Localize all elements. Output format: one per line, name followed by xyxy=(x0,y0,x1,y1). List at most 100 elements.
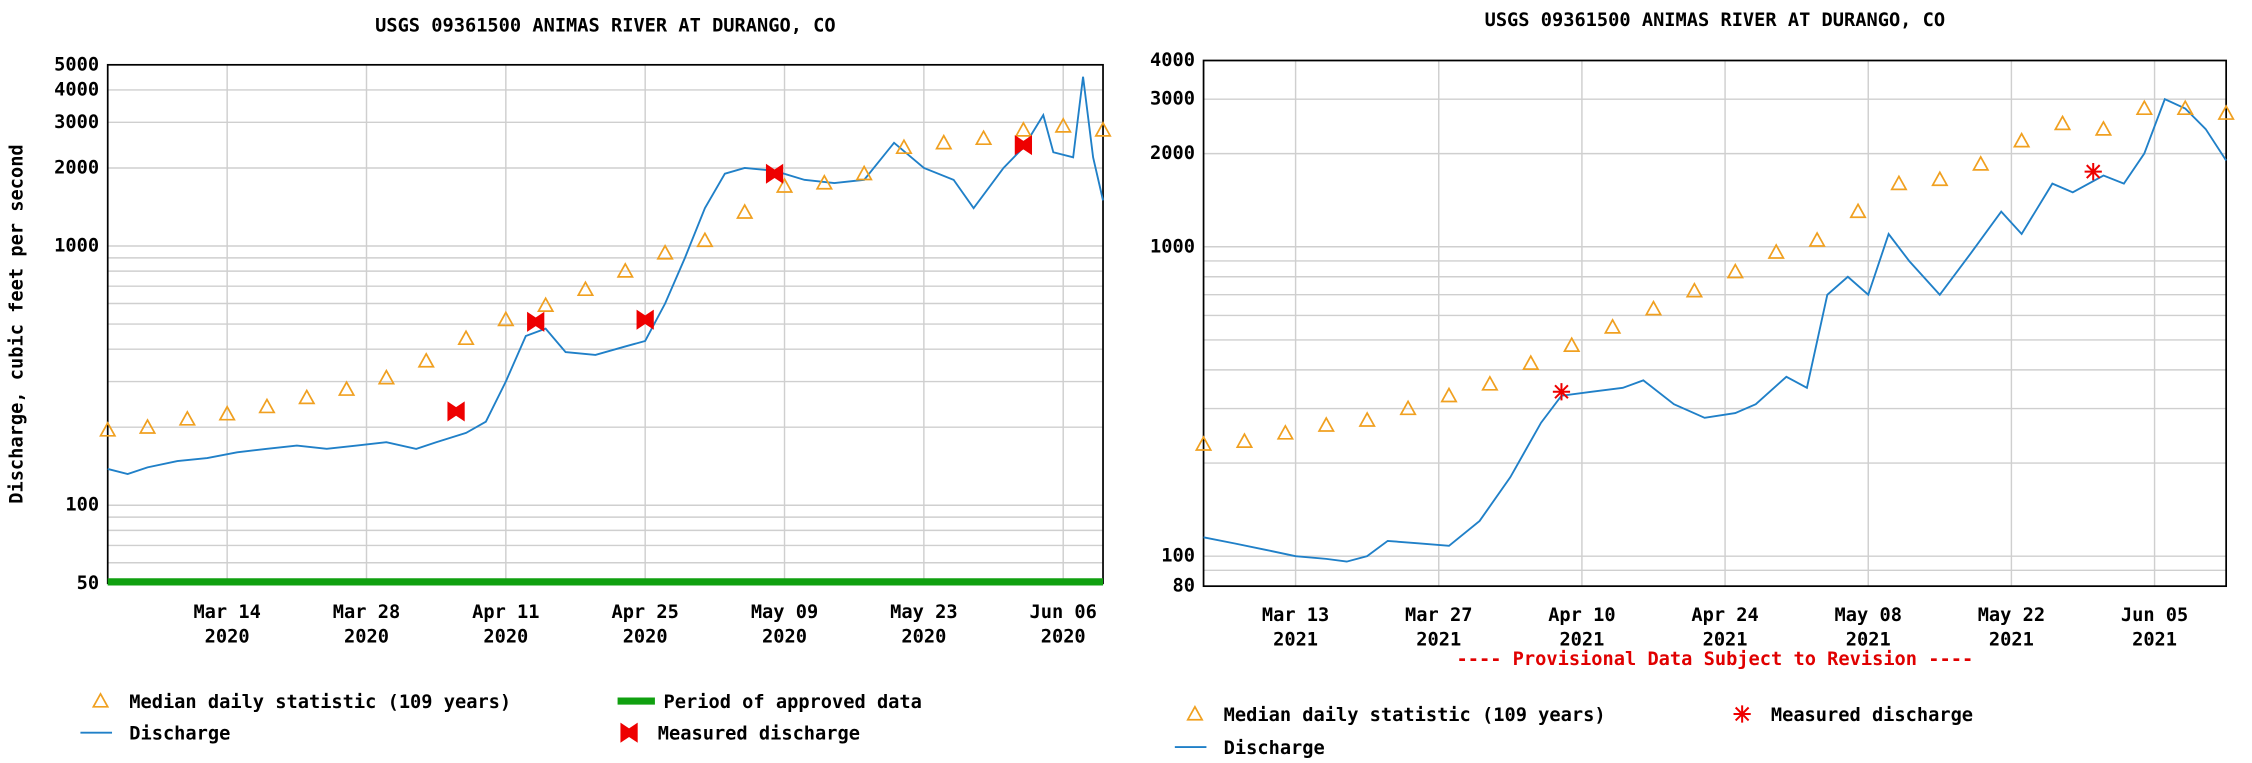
legend-label: Median daily statistic (109 years) xyxy=(129,692,511,713)
plot-frame xyxy=(1202,59,2228,588)
legend-label: Discharge xyxy=(1224,738,1325,759)
median-marker xyxy=(1317,416,1335,432)
median-marker xyxy=(1522,354,1540,370)
measured-marker xyxy=(765,163,784,184)
median-marker xyxy=(1890,174,1908,191)
measured-marker xyxy=(447,401,465,422)
y-tick-label: 1000 xyxy=(1150,236,1195,257)
median-marker xyxy=(1358,411,1376,427)
median-marker xyxy=(2217,104,2235,120)
y-tick-label: 2000 xyxy=(54,157,99,178)
chart: USGS 09361500 ANIMAS RIVER AT DURANGO, C… xyxy=(7,16,1112,745)
chart-title: USGS 09361500 ANIMAS RIVER AT DURANGO, C… xyxy=(375,16,836,37)
median-marker xyxy=(616,262,634,278)
median-marker xyxy=(2012,131,2031,148)
y-tick-label: 100 xyxy=(1161,546,1195,567)
median-marker xyxy=(1563,336,1581,353)
median-marker xyxy=(1014,121,1033,137)
median-marker xyxy=(895,138,913,155)
chart-title: USGS 09361500 ANIMAS RIVER AT DURANGO, C… xyxy=(1485,10,1946,31)
y-tick-label: 3000 xyxy=(1150,89,1195,110)
x-tick-label: May 22 2021 xyxy=(1978,604,2045,649)
median-marker xyxy=(1235,432,1254,448)
median-marker xyxy=(1808,231,1826,247)
discharge-line xyxy=(1203,97,2227,563)
median-marker xyxy=(1644,299,1663,316)
subtitle: ---- Provisional Data Subject to Revisio… xyxy=(1457,649,1974,670)
legend-item: Median daily statistic (109 years) xyxy=(91,692,511,713)
y-tick-label: 80 xyxy=(1172,576,1194,597)
legend-label: Measured discharge xyxy=(1771,705,1973,726)
median-marker xyxy=(178,410,196,426)
median-marker xyxy=(855,164,873,181)
legend-label: Discharge xyxy=(129,724,230,745)
y-tick-label: 2000 xyxy=(1150,143,1195,164)
median-marker xyxy=(337,380,356,396)
legend-item: Discharge xyxy=(1174,738,1325,759)
median-marker xyxy=(537,296,555,313)
median-marker xyxy=(1685,281,1704,298)
median-marker xyxy=(417,352,435,368)
median-marker xyxy=(1767,243,1785,259)
legend-item: Median daily statistic (109 years) xyxy=(1186,705,1606,726)
median-marker xyxy=(1054,117,1072,133)
x-tick-label: May 23 2020 xyxy=(890,602,957,647)
median-marker xyxy=(1399,399,1417,416)
measured-marker xyxy=(1014,135,1033,156)
x-tick-label: Mar 28 2020 xyxy=(333,602,400,647)
median-marker xyxy=(1849,202,1867,219)
x-tick-label: Mar 13 2021 xyxy=(1262,604,1329,649)
median-marker xyxy=(457,329,475,346)
measured-marker xyxy=(636,309,654,330)
y-tick-label: 4000 xyxy=(54,79,99,100)
median-marker xyxy=(1481,375,1499,391)
legend-item: Measured discharge xyxy=(620,722,860,745)
y-tick-label: 4000 xyxy=(1150,50,1195,71)
median-marker xyxy=(218,404,236,421)
median-marker xyxy=(1194,435,1213,451)
median-marker xyxy=(2135,99,2153,116)
legend-label: Median daily statistic (109 years) xyxy=(1224,705,1606,726)
y-tick-label: 5000 xyxy=(54,54,99,75)
y-axis-label: Discharge, cubic feet per second xyxy=(7,144,28,503)
legend-item: Measured discharge xyxy=(1733,705,1973,726)
x-tick-label: Apr 10 2021 xyxy=(1548,604,1615,649)
median-marker xyxy=(1094,121,1112,137)
median-marker xyxy=(576,280,595,297)
legend-label: Period of approved data xyxy=(664,692,922,713)
legend-label: Measured discharge xyxy=(658,724,860,745)
median-marker xyxy=(1603,318,1622,334)
x-tick-label: May 09 2020 xyxy=(751,602,818,647)
median-marker xyxy=(2176,99,2194,116)
median-marker xyxy=(696,231,714,248)
median-marker xyxy=(656,244,674,260)
x-tick-label: Jun 05 2021 xyxy=(2121,604,2188,649)
legend-item: Discharge xyxy=(80,724,230,745)
y-tick-label: 1000 xyxy=(54,236,99,257)
median-marker xyxy=(1726,262,1744,279)
measured-marker xyxy=(620,722,638,743)
median-marker xyxy=(138,418,157,434)
median-marker xyxy=(497,310,515,327)
median-marker xyxy=(2094,120,2113,136)
x-tick-label: Apr 11 2020 xyxy=(472,602,539,647)
median-marker xyxy=(736,203,754,219)
chart: USGS 09361500 ANIMAS RIVER AT DURANGO, C… xyxy=(1150,10,2235,759)
median-marker xyxy=(1440,386,1458,403)
median-marker xyxy=(91,692,110,708)
median-marker xyxy=(974,129,993,146)
median-marker xyxy=(1931,170,1949,187)
legend-item: Period of approved data xyxy=(617,692,922,713)
x-tick-label: Apr 24 2021 xyxy=(1691,604,1758,649)
median-marker xyxy=(1972,155,1990,171)
x-tick-label: Apr 25 2020 xyxy=(611,602,678,647)
median-marker xyxy=(935,133,953,150)
median-marker xyxy=(2053,114,2072,131)
median-marker xyxy=(775,177,794,193)
measured-marker xyxy=(527,311,545,332)
median-marker xyxy=(258,397,276,414)
x-tick-label: Jun 06 2020 xyxy=(1030,602,1097,647)
y-tick-label: 50 xyxy=(77,573,99,594)
median-marker xyxy=(1186,705,1204,721)
